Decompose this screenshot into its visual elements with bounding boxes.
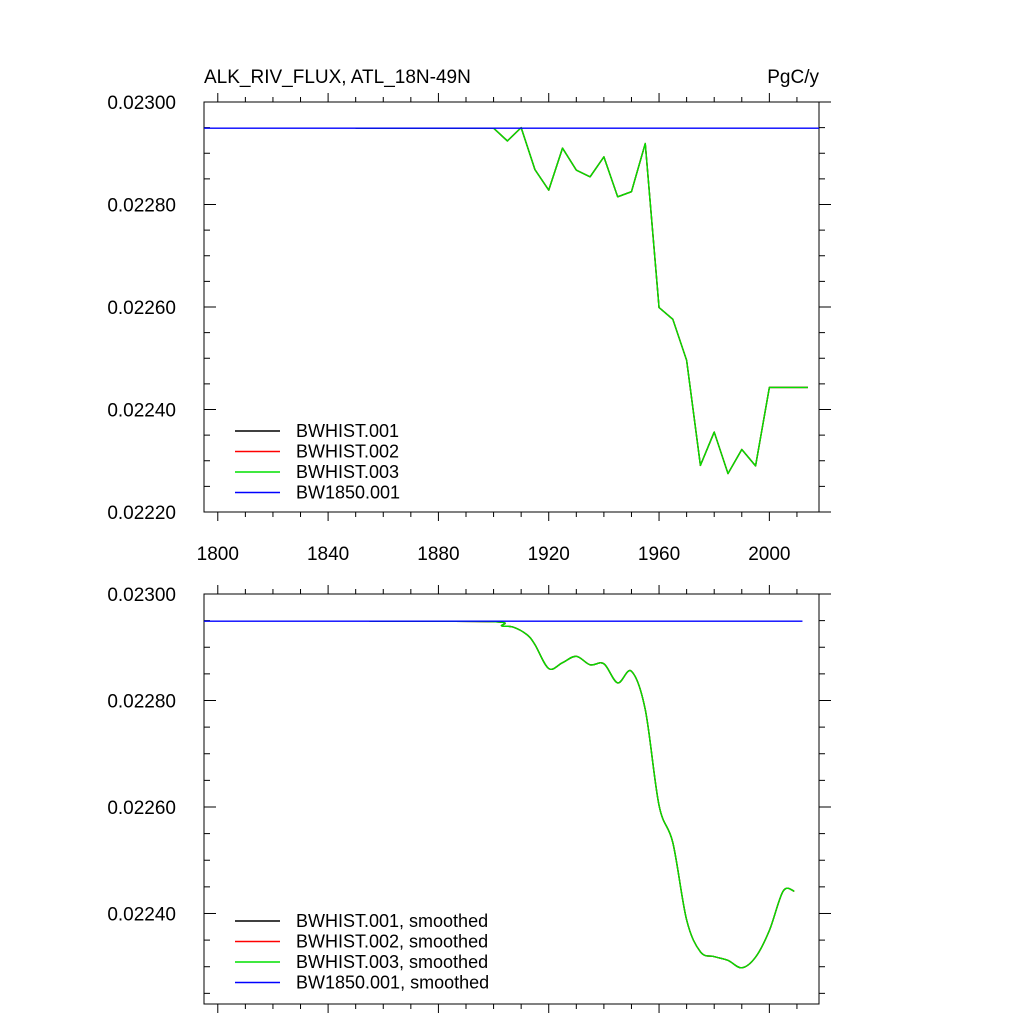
bottom-plot: 0.02240 0.02260 0.02280 0.02300 BWHIST.001, … xyxy=(107,585,831,1013)
series-line xyxy=(355,126,808,475)
series-line xyxy=(355,126,808,475)
y-tick-label: 0.02260 xyxy=(107,298,176,319)
y-tick-label: 0.02300 xyxy=(107,585,176,606)
x-tick-label: 1920 xyxy=(528,544,570,565)
legend-label: BW1850.001, smoothed xyxy=(296,973,489,993)
y-tick-label: 0.02280 xyxy=(107,691,176,712)
y-tick-label: 0.02240 xyxy=(107,904,176,925)
x-tick-label: 1880 xyxy=(417,544,459,565)
legend-label: BWHIST.003 xyxy=(296,462,399,482)
y-tick-label: 0.02280 xyxy=(107,196,176,217)
legend-label: BWHIST.003, smoothed xyxy=(296,952,488,972)
series-line xyxy=(369,620,795,969)
series-line xyxy=(355,126,808,475)
x-tick-label: 2000 xyxy=(748,544,790,565)
y-tick-label: 0.02300 xyxy=(107,93,176,114)
x-tick-label: 1840 xyxy=(307,544,349,565)
x-tick-label: 1800 xyxy=(197,544,239,565)
x-tick-label: 1960 xyxy=(638,544,680,565)
chart-title: ALK_RIV_FLUX, ATL_18N-49N xyxy=(204,67,471,88)
legend-label: BWHIST.002 xyxy=(296,442,399,462)
plot-frame xyxy=(203,593,820,1005)
y-tick-label: 0.02240 xyxy=(107,401,176,422)
legend-label: BWHIST.001 xyxy=(296,421,399,441)
top-plot: 1800 1840 1880 1920 1960 2000 0.02220 0.02240 0.… xyxy=(107,93,831,565)
legend-label: BWHIST.001, smoothed xyxy=(296,911,488,931)
y-tick-label: 0.02260 xyxy=(107,798,176,819)
legend-label: BW1850.001 xyxy=(296,483,400,503)
chart-units: PgC/y xyxy=(767,67,819,88)
y-tick-label: 0.02220 xyxy=(107,503,176,524)
legend-label: BWHIST.002, smoothed xyxy=(296,932,488,952)
